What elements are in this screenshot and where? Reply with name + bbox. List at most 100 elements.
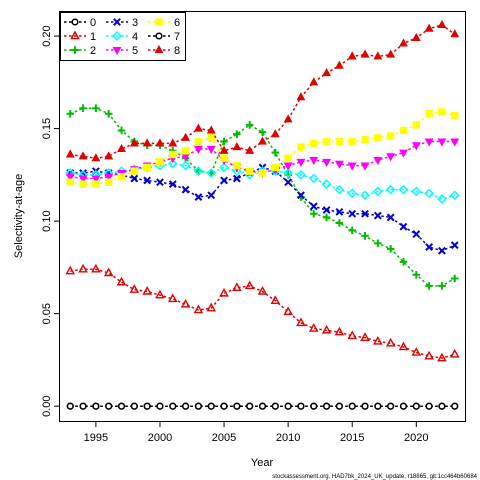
data-point — [233, 402, 241, 410]
data-point — [425, 282, 433, 290]
legend: 0 1 2 3 4 5 6 7 8 — [60, 12, 186, 61]
footer-note: stockassessment.org, HAD7bk_2024_UK_upda… — [272, 474, 477, 480]
data-point — [309, 77, 319, 86]
data-point — [323, 402, 331, 410]
data-point — [335, 207, 344, 216]
data-point — [206, 125, 216, 134]
data-point — [257, 285, 268, 295]
legend-label: 7 — [174, 31, 180, 43]
data-point — [78, 151, 88, 160]
legend-label: 3 — [132, 17, 138, 29]
data-point — [219, 287, 229, 297]
data-point — [335, 219, 344, 227]
data-point — [181, 132, 191, 141]
data-point — [193, 145, 203, 154]
data-point — [245, 167, 254, 175]
data-point — [399, 126, 408, 135]
data-point — [425, 110, 433, 118]
data-point — [297, 191, 305, 200]
data-point — [322, 68, 332, 77]
data-point — [347, 330, 357, 340]
data-point — [117, 173, 126, 181]
plot-frame — [59, 11, 466, 422]
data-point — [194, 402, 202, 410]
data-point — [66, 109, 75, 118]
data-point — [79, 402, 87, 410]
data-point — [374, 402, 382, 410]
data-point — [65, 265, 76, 275]
data-point — [387, 402, 395, 410]
data-point — [283, 162, 293, 171]
data-point — [310, 402, 318, 410]
data-point — [168, 293, 178, 303]
data-point — [155, 18, 163, 26]
legend-entry-4: 4 — [106, 31, 138, 43]
legend-entry-8: 8 — [148, 44, 180, 57]
data-point — [360, 49, 370, 58]
data-point — [207, 134, 215, 142]
data-point — [219, 162, 229, 173]
data-point — [112, 46, 122, 56]
data-point — [207, 402, 215, 410]
data-point — [92, 402, 100, 410]
data-point — [438, 282, 446, 290]
data-point — [182, 402, 190, 410]
data-point — [156, 158, 164, 166]
data-point — [233, 161, 241, 170]
data-point — [399, 149, 408, 158]
data-point — [79, 104, 87, 113]
data-point — [438, 108, 446, 116]
data-point — [193, 123, 203, 132]
data-point — [425, 402, 433, 410]
data-point — [91, 175, 101, 184]
series-layer — [65, 19, 460, 410]
data-point — [450, 29, 460, 38]
data-point — [220, 137, 228, 146]
x-tick-label: 2005 — [212, 432, 236, 444]
data-point — [156, 402, 164, 410]
data-point — [91, 153, 101, 162]
data-point — [437, 194, 447, 204]
data-point — [399, 402, 408, 410]
data-point — [258, 136, 267, 145]
data-point — [450, 138, 460, 147]
data-point — [270, 129, 280, 138]
legend-entry-3: 3 — [106, 17, 138, 29]
data-point — [309, 202, 318, 211]
data-point — [347, 188, 358, 199]
data-point — [308, 173, 319, 184]
data-point — [168, 180, 177, 189]
legend-label: 2 — [90, 45, 96, 57]
data-point — [206, 145, 216, 154]
data-point — [385, 337, 396, 347]
data-point — [360, 162, 370, 171]
data-point — [92, 104, 100, 113]
y-tick-label: 0.20 — [41, 25, 53, 46]
data-point — [105, 402, 113, 410]
legend-entry-7: 7 — [148, 31, 180, 43]
data-point — [181, 185, 190, 194]
data-point — [155, 138, 165, 147]
legend-label: 0 — [90, 17, 96, 29]
data-point — [232, 282, 242, 292]
data-point — [91, 263, 101, 273]
data-point — [374, 239, 382, 248]
data-point — [129, 138, 139, 147]
data-point — [411, 32, 421, 41]
x-tick-label: 1995 — [84, 432, 108, 444]
data-point — [181, 147, 190, 155]
data-point — [246, 402, 254, 410]
data-point — [154, 44, 164, 54]
data-point — [449, 348, 460, 358]
legend-label: 4 — [132, 31, 138, 43]
data-point — [335, 137, 344, 146]
data-point — [296, 317, 306, 327]
legend-entry-6: 6 — [148, 17, 180, 29]
data-point — [112, 31, 122, 41]
data-point — [399, 222, 408, 231]
legend-label: 5 — [132, 45, 138, 57]
data-point — [143, 402, 151, 410]
data-point — [207, 191, 216, 200]
data-point — [232, 174, 241, 183]
x-axis-label: Year — [251, 457, 274, 469]
